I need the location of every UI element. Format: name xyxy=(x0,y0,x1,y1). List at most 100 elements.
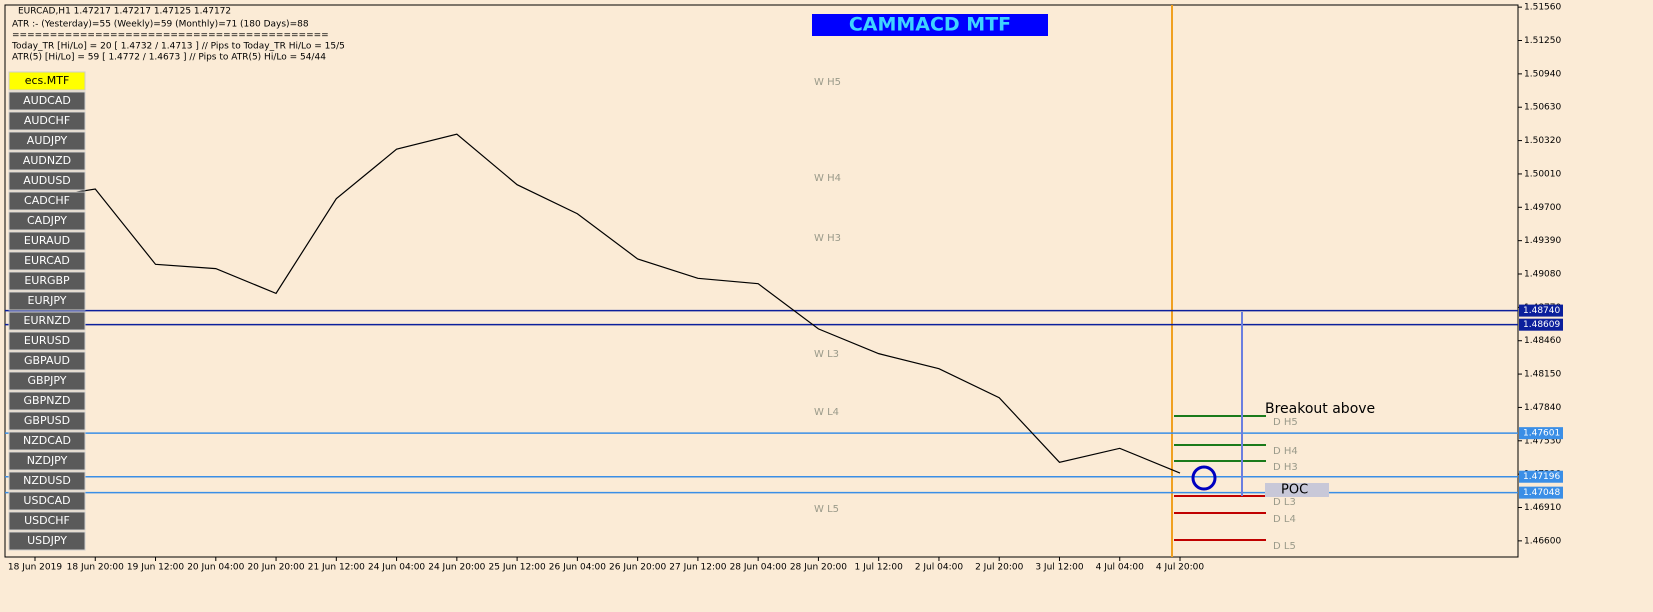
symbol-label[interactable]: NZDUSD xyxy=(23,474,71,487)
symbol-button[interactable] xyxy=(8,451,86,471)
symbol-button[interactable] xyxy=(8,391,86,411)
price-label: 1.47196 xyxy=(1523,472,1560,482)
symbol-label[interactable]: GBPJPY xyxy=(27,374,66,387)
symbol-label[interactable]: EURUSD xyxy=(24,334,70,347)
x-tick-label: 26 Jun 20:00 xyxy=(609,563,666,573)
symbol-button[interactable] xyxy=(8,211,86,231)
daily-level: D H4 xyxy=(1273,446,1298,457)
x-tick-label: 24 Jun 04:00 xyxy=(368,563,425,573)
annotation: POC xyxy=(1281,483,1308,498)
symbol-button[interactable] xyxy=(8,191,86,211)
y-tick-label: 1.50010 xyxy=(1524,169,1561,179)
price-label-box xyxy=(1519,304,1563,317)
symbol-label[interactable]: USDCAD xyxy=(23,494,70,507)
symbol-button[interactable] xyxy=(8,411,86,431)
symbol-label[interactable]: AUDCHF xyxy=(24,114,70,127)
price-label-box xyxy=(1519,486,1563,499)
info-line: Today_TR [Hi/Lo] = 20 [ 1.4732 / 1.4713 … xyxy=(11,42,345,52)
symbol-button[interactable] xyxy=(8,511,86,531)
symbol-button[interactable] xyxy=(8,531,86,551)
x-tick-label: 20 Jun 04:00 xyxy=(187,563,244,573)
symbol-label[interactable]: AUDJPY xyxy=(27,134,68,147)
symbol-button[interactable] xyxy=(8,171,86,191)
symbol-label[interactable]: NZDJPY xyxy=(27,454,68,467)
x-tick-label: 4 Jul 04:00 xyxy=(1096,563,1145,573)
symbol-label[interactable]: GBPAUD xyxy=(24,354,70,367)
x-tick-label: 21 Jun 12:00 xyxy=(308,563,365,573)
symbol-label[interactable]: GBPUSD xyxy=(24,414,70,427)
symbol-label[interactable]: CADJPY xyxy=(27,214,67,227)
frame xyxy=(4,4,1519,558)
info-line: ========================================… xyxy=(12,31,329,41)
x-tick-label: 27 Jun 12:00 xyxy=(669,563,726,573)
chart-title: CAMMACD MTF xyxy=(849,14,1011,36)
symbol-label[interactable]: EURCAD xyxy=(24,254,70,267)
symbol-label[interactable]: CADCHF xyxy=(24,194,70,207)
price-label: 1.48609 xyxy=(1523,320,1560,330)
x-tick-label: 20 Jun 20:00 xyxy=(247,563,304,573)
symbol-button[interactable] xyxy=(8,491,86,511)
daily-level: D L3 xyxy=(1273,497,1296,508)
symbol-button[interactable] xyxy=(8,231,86,251)
marker xyxy=(1191,465,1217,491)
symbol-button[interactable] xyxy=(8,251,86,271)
symbol-button[interactable] xyxy=(8,71,86,91)
symbol-button[interactable] xyxy=(8,91,86,111)
symbol-button[interactable] xyxy=(8,351,86,371)
symbol-label[interactable]: AUDNZD xyxy=(23,154,71,167)
annotation: Breakout above xyxy=(1265,401,1375,417)
symbol-button[interactable] xyxy=(8,311,86,331)
symbol-label[interactable]: EURGBP xyxy=(24,274,70,287)
price-label-box xyxy=(1519,318,1563,331)
x-tick-label: 18 Jun 2019 xyxy=(8,563,62,573)
y-tick-label: 1.47530 xyxy=(1524,436,1561,446)
info-line: ATR :- (Yesterday)=55 (Weekly)=59 (Month… xyxy=(12,20,309,30)
y-tick-label: 1.49390 xyxy=(1524,236,1561,246)
x-tick-label: 1 Jul 12:00 xyxy=(855,563,904,573)
x-tick-label: 28 Jun 04:00 xyxy=(730,563,787,573)
daily-level: D H5 xyxy=(1273,417,1298,428)
x-tick-label: 2 Jul 20:00 xyxy=(975,563,1024,573)
y-tick-label: 1.47840 xyxy=(1524,403,1561,413)
x-tick-label: 2 Jul 04:00 xyxy=(915,563,964,573)
weekly-level: W L5 xyxy=(814,504,839,515)
symbol-button[interactable] xyxy=(8,371,86,391)
daily-level: D L4 xyxy=(1273,514,1296,525)
symbol-button[interactable] xyxy=(8,431,86,451)
symbol-button[interactable] xyxy=(8,291,86,311)
price-label: 1.47601 xyxy=(1523,429,1560,439)
title-box xyxy=(812,14,1048,36)
symbol-label[interactable]: EURNZD xyxy=(24,314,71,327)
symbol-button[interactable] xyxy=(8,331,86,351)
poc-box xyxy=(1265,483,1329,497)
y-tick-label: 1.48150 xyxy=(1524,370,1561,380)
y-tick-label: 1.46600 xyxy=(1524,536,1561,546)
price-label-box xyxy=(1519,470,1563,483)
symbol-label[interactable]: USDCHF xyxy=(24,514,70,527)
symbol-button[interactable] xyxy=(8,271,86,291)
symbol-button[interactable] xyxy=(8,151,86,171)
y-tick-label: 1.49080 xyxy=(1524,270,1561,280)
symbol-label[interactable]: USDJPY xyxy=(27,534,67,547)
weekly-level: W H3 xyxy=(814,233,841,244)
y-tick-label: 1.48460 xyxy=(1524,336,1561,346)
symbol-button[interactable] xyxy=(8,111,86,131)
weekly-level: W H5 xyxy=(814,77,841,88)
y-tick-label: 1.46910 xyxy=(1524,503,1561,513)
symbol-label[interactable]: EURAUD xyxy=(24,234,70,247)
symbol-label[interactable]: ecs.MTF xyxy=(25,74,70,87)
symbol-label[interactable]: NZDCAD xyxy=(23,434,71,447)
x-tick-label: 4 Jul 20:00 xyxy=(1156,563,1205,573)
daily-level: D L5 xyxy=(1273,541,1296,552)
y-tick-label: 1.50940 xyxy=(1524,69,1561,79)
weekly-level: W L3 xyxy=(814,349,839,360)
symbol-label[interactable]: GBPNZD xyxy=(24,394,71,407)
weekly-level: W H4 xyxy=(814,173,841,184)
symbol-button[interactable] xyxy=(8,131,86,151)
symbol-button[interactable] xyxy=(8,471,86,491)
symbol-label[interactable]: AUDCAD xyxy=(23,94,71,107)
symbol-label[interactable]: AUDUSD xyxy=(23,174,71,187)
y-tick-label: 1.50320 xyxy=(1524,136,1561,146)
symbol-label[interactable]: EURJPY xyxy=(28,294,67,307)
